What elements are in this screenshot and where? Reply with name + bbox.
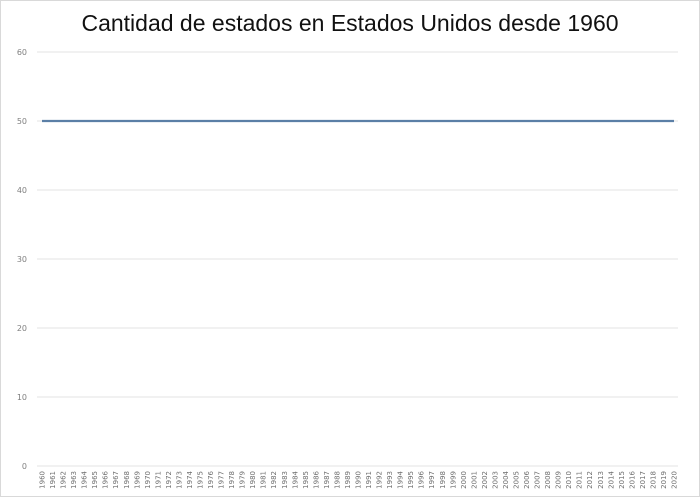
x-tick-label: 2013: [597, 471, 605, 489]
x-tick-label: 1974: [186, 470, 194, 488]
x-tick-label: 1969: [133, 471, 141, 489]
x-tick-label: 1992: [376, 471, 384, 489]
x-tick-label: 2009: [555, 471, 563, 489]
x-tick-label: 1976: [207, 470, 215, 488]
y-tick-label: 20: [17, 324, 27, 333]
x-tick-label: 1970: [144, 471, 152, 489]
x-tick-label: 1988: [333, 471, 341, 489]
x-tick-label: 1968: [123, 471, 131, 489]
x-tick-label: 2011: [576, 471, 584, 489]
x-tick-label: 2010: [565, 471, 573, 489]
x-tick-label: 2002: [481, 471, 489, 489]
x-tick-label: 2004: [502, 470, 510, 488]
x-tick-label: 1993: [386, 471, 394, 489]
x-tick-label: 1966: [102, 470, 110, 488]
x-tick-label: 1964: [81, 470, 89, 488]
x-tick-label: 2006: [523, 470, 531, 488]
x-tick-label: 1996: [418, 470, 426, 488]
x-tick-label: 2008: [544, 471, 552, 489]
x-tick-label: 1995: [407, 471, 415, 489]
x-tick-label: 2000: [460, 471, 468, 489]
y-tick-label: 30: [17, 255, 27, 264]
x-tick-label: 2020: [671, 471, 679, 489]
x-tick-label: 2014: [607, 470, 615, 488]
x-tick-label: 1960: [39, 471, 47, 489]
y-tick-label: 60: [17, 48, 27, 57]
x-tick-label: 2001: [470, 471, 478, 489]
x-tick-label: 1990: [355, 471, 363, 489]
x-tick-label: 1987: [323, 471, 331, 489]
x-tick-label: 1973: [175, 471, 183, 489]
x-tick-label: 1980: [249, 471, 257, 489]
y-tick-label: 50: [17, 117, 27, 126]
x-tick-label: 1963: [70, 471, 78, 489]
x-tick-label: 2005: [513, 471, 521, 489]
x-tick-label: 1994: [397, 470, 405, 488]
x-tick-label: 1967: [112, 471, 120, 489]
x-tick-label: 1977: [218, 471, 226, 489]
x-tick-label: 2007: [534, 471, 542, 489]
x-tick-label: 1978: [228, 471, 236, 489]
x-tick-label: 1972: [165, 471, 173, 489]
x-tick-label: 1998: [439, 471, 447, 489]
y-tick-label: 0: [22, 462, 27, 471]
y-tick-label: 40: [17, 186, 27, 195]
x-tick-label: 2012: [586, 471, 594, 489]
x-tick-label: 1962: [60, 471, 68, 489]
x-tick-label: 1981: [260, 471, 268, 489]
chart-title: Cantidad de estados en Estados Unidos de…: [81, 10, 619, 36]
x-tick-label: 1982: [270, 471, 278, 489]
x-tick-label: 1999: [449, 471, 457, 489]
x-tick-label: 1986: [312, 470, 320, 488]
x-tick-label: 1965: [91, 471, 99, 489]
x-tick-label: 2017: [639, 471, 647, 489]
x-tick-label: 1985: [302, 471, 310, 489]
x-tick-label: 1997: [428, 471, 436, 489]
x-tick-label: 1991: [365, 471, 373, 489]
x-tick-label: 1989: [344, 471, 352, 489]
x-tick-label: 1979: [239, 471, 247, 489]
x-tick-label: 2018: [649, 471, 657, 489]
x-tick-label: 2019: [660, 471, 668, 489]
x-tick-label: 1983: [281, 471, 289, 489]
x-tick-label: 2015: [618, 471, 626, 489]
x-tick-label: 2003: [491, 471, 499, 489]
x-tick-label: 1975: [197, 471, 205, 489]
x-tick-label: 1984: [291, 470, 299, 488]
x-tick-label: 2016: [628, 470, 636, 488]
y-tick-label: 10: [17, 393, 27, 402]
x-tick-label: 1961: [49, 471, 57, 489]
x-tick-label: 1971: [154, 471, 162, 489]
